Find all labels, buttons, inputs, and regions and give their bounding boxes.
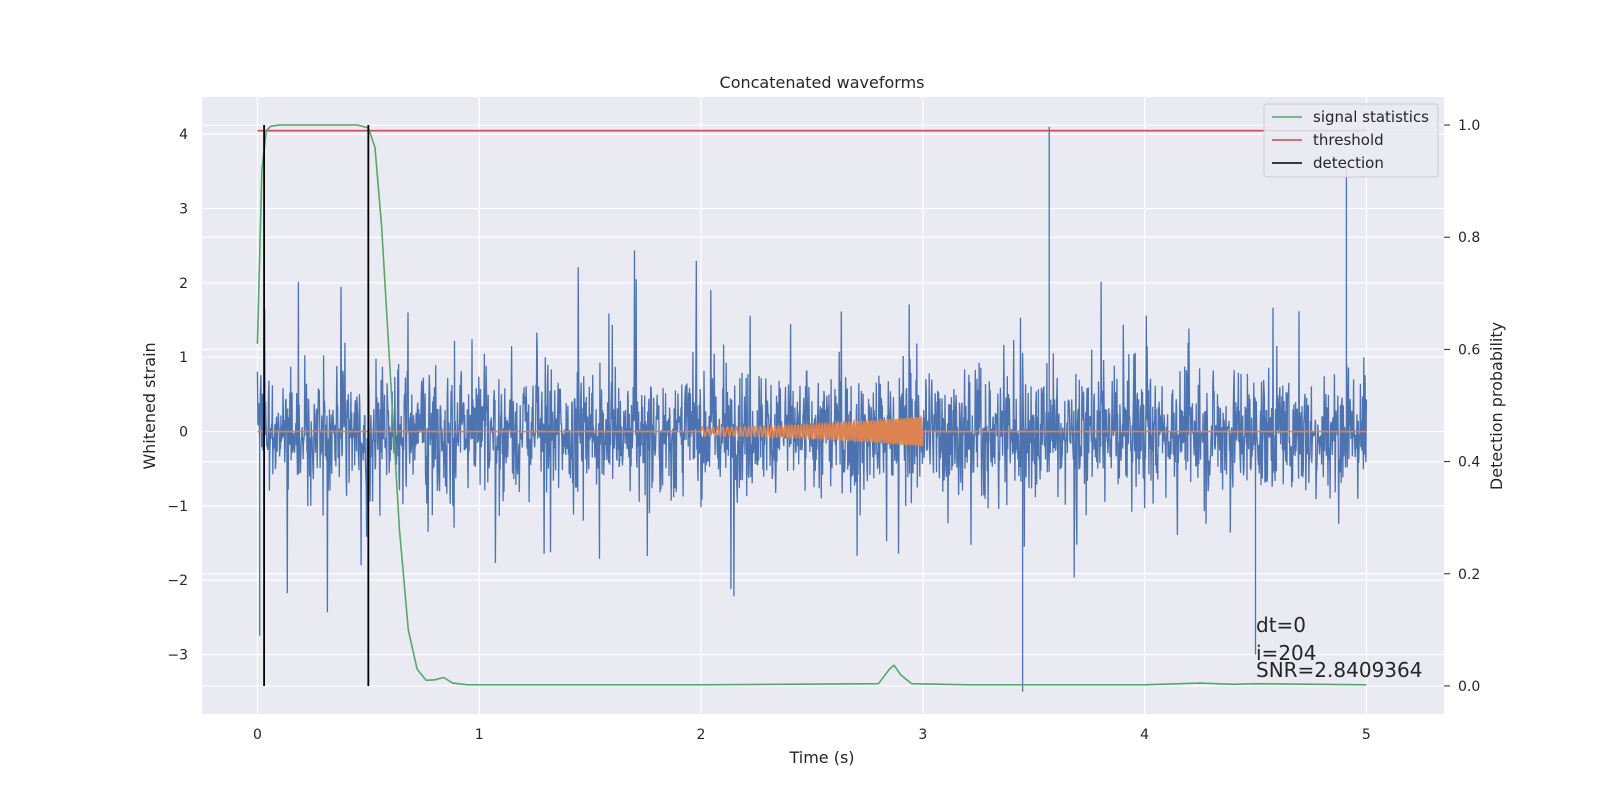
y-tick-label: 4 bbox=[179, 127, 188, 143]
y-tick-label: 0 bbox=[179, 425, 188, 441]
y-axis-right-label: Detection probability bbox=[1487, 322, 1506, 490]
y-tick-label: −1 bbox=[167, 499, 188, 515]
x-tick-label: 3 bbox=[918, 727, 927, 743]
x-axis-label: Time (s) bbox=[788, 748, 854, 767]
y-tick-label: −2 bbox=[167, 573, 188, 589]
annotation-index: i=204 bbox=[1256, 641, 1317, 665]
annotation-snr: SNR=2.8409364 bbox=[1256, 658, 1422, 682]
chirp-series-line bbox=[257, 414, 1367, 447]
annotation-dt: dt=0 bbox=[1256, 613, 1306, 637]
y-axis-label: Whitened strain bbox=[140, 342, 159, 469]
y-tick-label: 3 bbox=[179, 202, 188, 218]
legend-box bbox=[1263, 103, 1439, 178]
y-right-tick-label: 0.6 bbox=[1458, 342, 1480, 358]
y-axis-right-ticks: 0.0 0.2 0.4 0.6 0.8 1.0 bbox=[1444, 118, 1480, 695]
legend-label-signal-statistics: signal statistics bbox=[1313, 108, 1429, 126]
y-right-tick-label: 0.2 bbox=[1458, 567, 1480, 583]
y-tick-label: 2 bbox=[179, 276, 188, 292]
legend-label-detection: detection bbox=[1313, 154, 1384, 172]
x-axis-ticks: 0 1 2 3 4 5 bbox=[253, 727, 1371, 743]
y-tick-label: 1 bbox=[179, 350, 188, 366]
x-tick-label: 1 bbox=[475, 727, 484, 743]
plot-lines bbox=[256, 124, 1368, 692]
x-tick-label: 4 bbox=[1140, 727, 1149, 743]
legend-label-threshold: threshold bbox=[1313, 131, 1384, 149]
x-tick-label: 0 bbox=[253, 727, 262, 743]
signal-statistics-line bbox=[256, 124, 1367, 686]
y-right-tick-label: 0.4 bbox=[1458, 455, 1480, 471]
x-tick-label: 2 bbox=[697, 727, 706, 743]
grid bbox=[202, 97, 1444, 714]
y-tick-label: −3 bbox=[167, 648, 188, 664]
grid-right bbox=[202, 124, 1444, 687]
y-axis-ticks: −3 −2 −1 0 1 2 3 4 bbox=[167, 127, 188, 663]
x-tick-label: 5 bbox=[1362, 727, 1371, 743]
y-right-tick-label: 0.8 bbox=[1458, 230, 1480, 246]
y-right-tick-label: 1.0 bbox=[1458, 118, 1480, 134]
legend: signal statistics threshold detection bbox=[1263, 103, 1439, 178]
y-right-tick-label: 0.0 bbox=[1458, 679, 1480, 695]
annotations: dt=0 i=204 SNR=2.8409364 bbox=[1256, 613, 1422, 682]
strain-series-line bbox=[256, 126, 1368, 692]
chart-title: Concatenated waveforms bbox=[720, 73, 925, 92]
